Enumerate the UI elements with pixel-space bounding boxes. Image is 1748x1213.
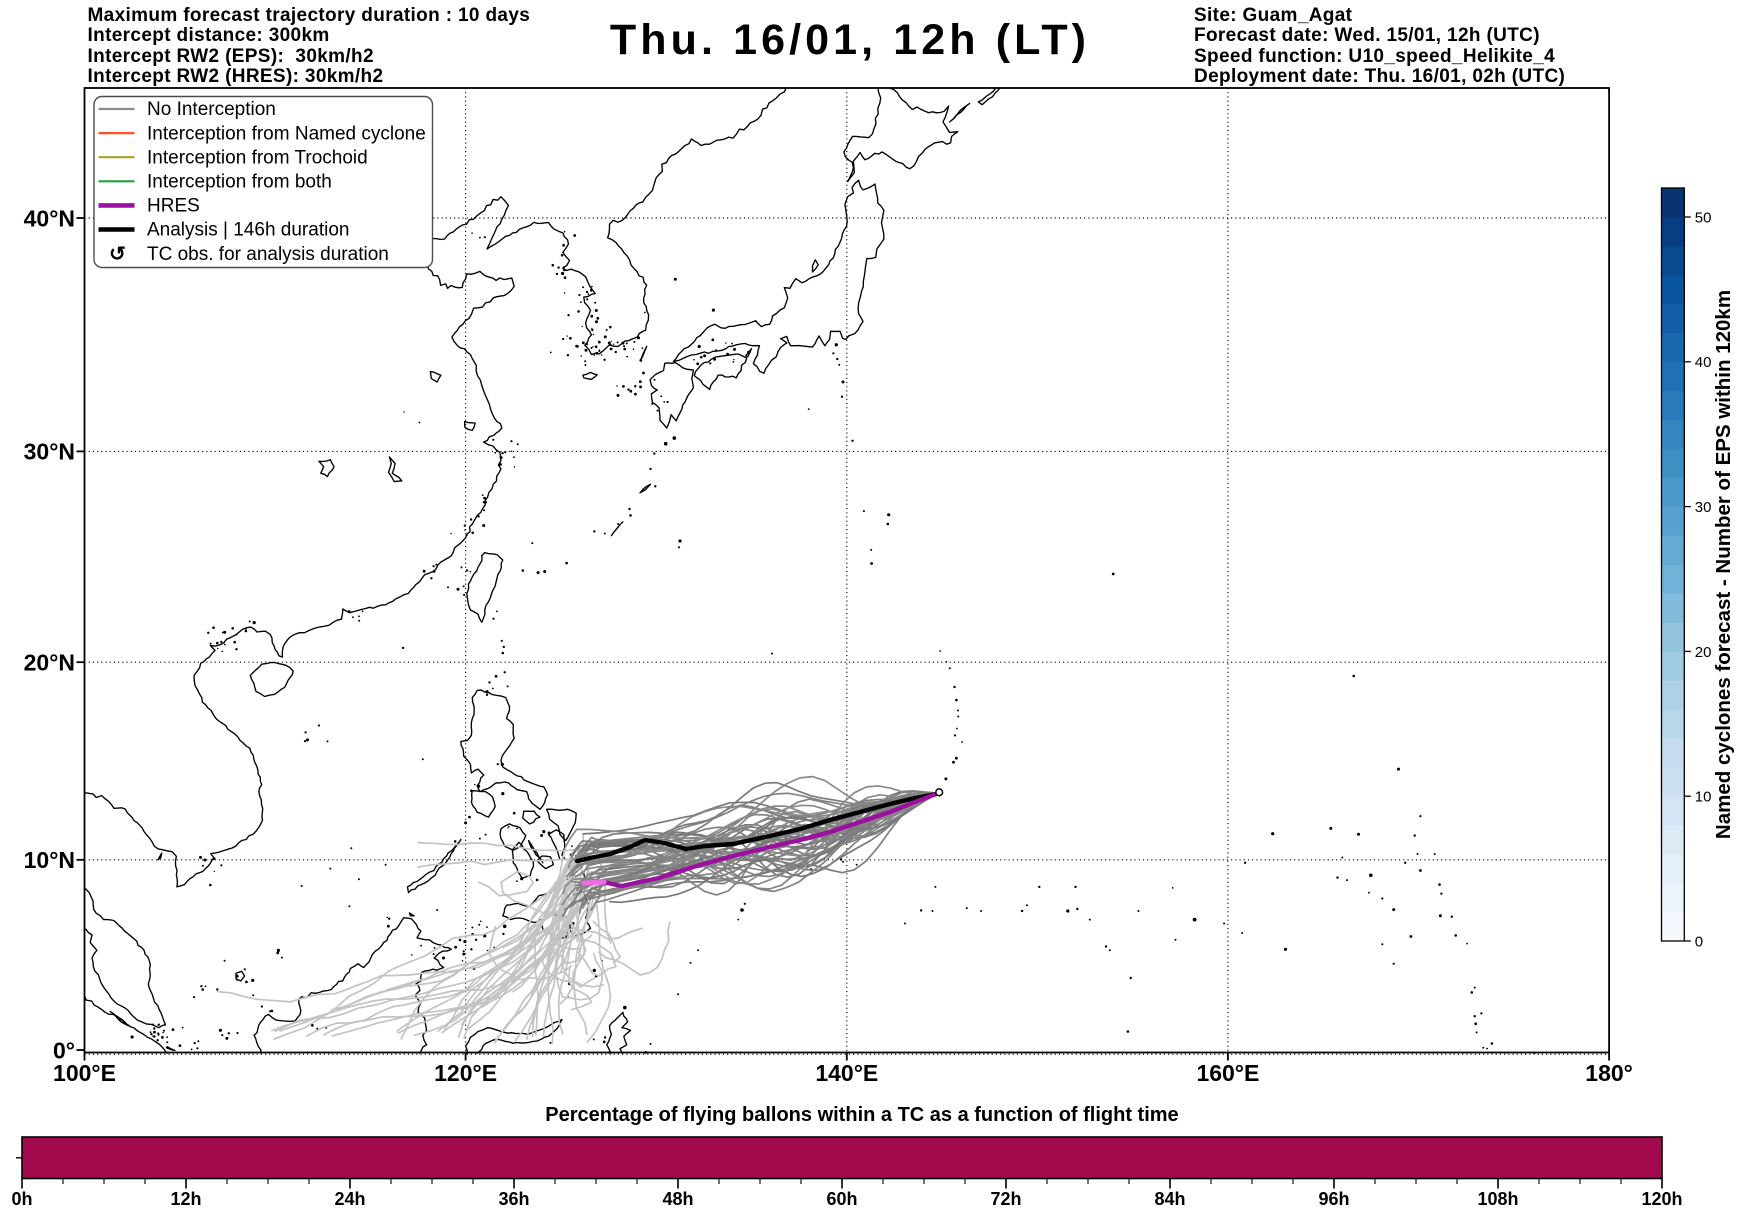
svg-text:84h: 84h	[1154, 1189, 1185, 1209]
svg-text:30°N: 30°N	[24, 439, 75, 465]
svg-text:0h: 0h	[11, 1189, 32, 1209]
svg-text:Interception from Trochoid: Interception from Trochoid	[147, 147, 368, 168]
svg-text:60h: 60h	[826, 1189, 857, 1209]
svg-text:0°: 0°	[53, 1037, 75, 1063]
svg-text:40°N: 40°N	[24, 205, 75, 231]
svg-text:40: 40	[1695, 354, 1712, 371]
svg-text:72h: 72h	[990, 1189, 1021, 1209]
svg-text:12h: 12h	[170, 1189, 201, 1209]
svg-text:20°N: 20°N	[24, 650, 75, 676]
svg-text:36h: 36h	[498, 1189, 529, 1209]
svg-text:96h: 96h	[1318, 1189, 1349, 1209]
svg-text:Percentage of flying ballons w: Percentage of flying ballons within a TC…	[545, 1104, 1178, 1126]
svg-text:108h: 108h	[1477, 1189, 1518, 1209]
svg-text:48h: 48h	[662, 1189, 693, 1209]
svg-text:Analysis | 146h duration: Analysis | 146h duration	[147, 220, 349, 241]
svg-text:160°E: 160°E	[1196, 1060, 1259, 1086]
svg-text:20: 20	[1695, 644, 1712, 661]
svg-text:50: 50	[1695, 209, 1712, 226]
svg-text:120h: 120h	[1641, 1189, 1682, 1209]
svg-text:No Interception: No Interception	[147, 99, 276, 120]
svg-text:↺: ↺	[109, 244, 126, 266]
svg-text:120°E: 120°E	[434, 1060, 497, 1086]
svg-text:30: 30	[1695, 499, 1712, 516]
svg-text:24h: 24h	[334, 1189, 365, 1209]
svg-text:TC obs. for analysis duration: TC obs. for analysis duration	[147, 244, 389, 265]
svg-text:100°E: 100°E	[53, 1060, 116, 1086]
svg-text:140°E: 140°E	[815, 1060, 878, 1086]
svg-text:Interception from Named cyclon: Interception from Named cyclone	[147, 123, 426, 144]
svg-text:180°: 180°	[1585, 1060, 1633, 1086]
svg-text:10: 10	[1695, 789, 1712, 806]
svg-text:Named cyclones forecast - Numb: Named cyclones forecast - Number of EPS …	[1712, 290, 1735, 839]
svg-text:HRES: HRES	[147, 196, 200, 217]
svg-text:0: 0	[1695, 933, 1703, 950]
svg-text:Interception from both: Interception from both	[147, 172, 332, 193]
svg-text:10°N: 10°N	[24, 847, 75, 873]
